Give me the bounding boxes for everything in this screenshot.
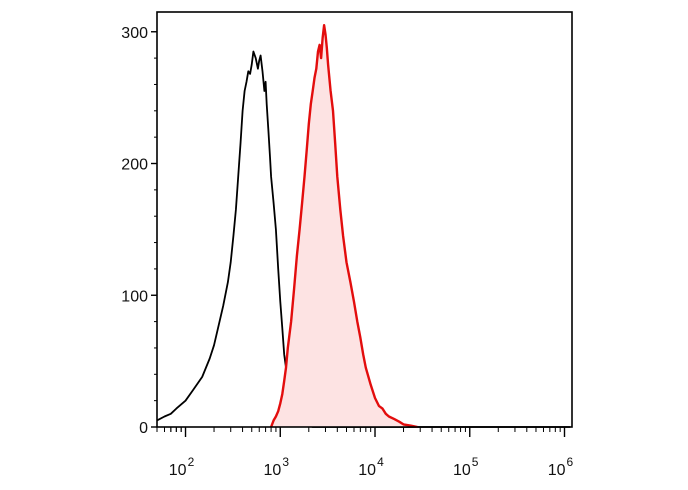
- x-tick-label: 105: [453, 455, 479, 479]
- axis-layer: 0 100 200 300 102 103 104 105 106: [121, 25, 573, 479]
- y-tick-label: 0: [139, 420, 148, 437]
- series-layer: [156, 24, 571, 429]
- x-tick-label: 103: [264, 455, 290, 479]
- x-tick-label: 102: [169, 455, 195, 479]
- x-tick-label: 104: [358, 455, 384, 479]
- x-tick-label: 106: [548, 455, 574, 479]
- y-tick-label: 300: [121, 25, 148, 42]
- y-tick-label: 100: [121, 288, 148, 305]
- y-tick-label: 200: [121, 157, 148, 174]
- series-1-fill: [271, 25, 418, 427]
- series-1-line: [269, 24, 418, 429]
- plot-frame: [156, 11, 573, 428]
